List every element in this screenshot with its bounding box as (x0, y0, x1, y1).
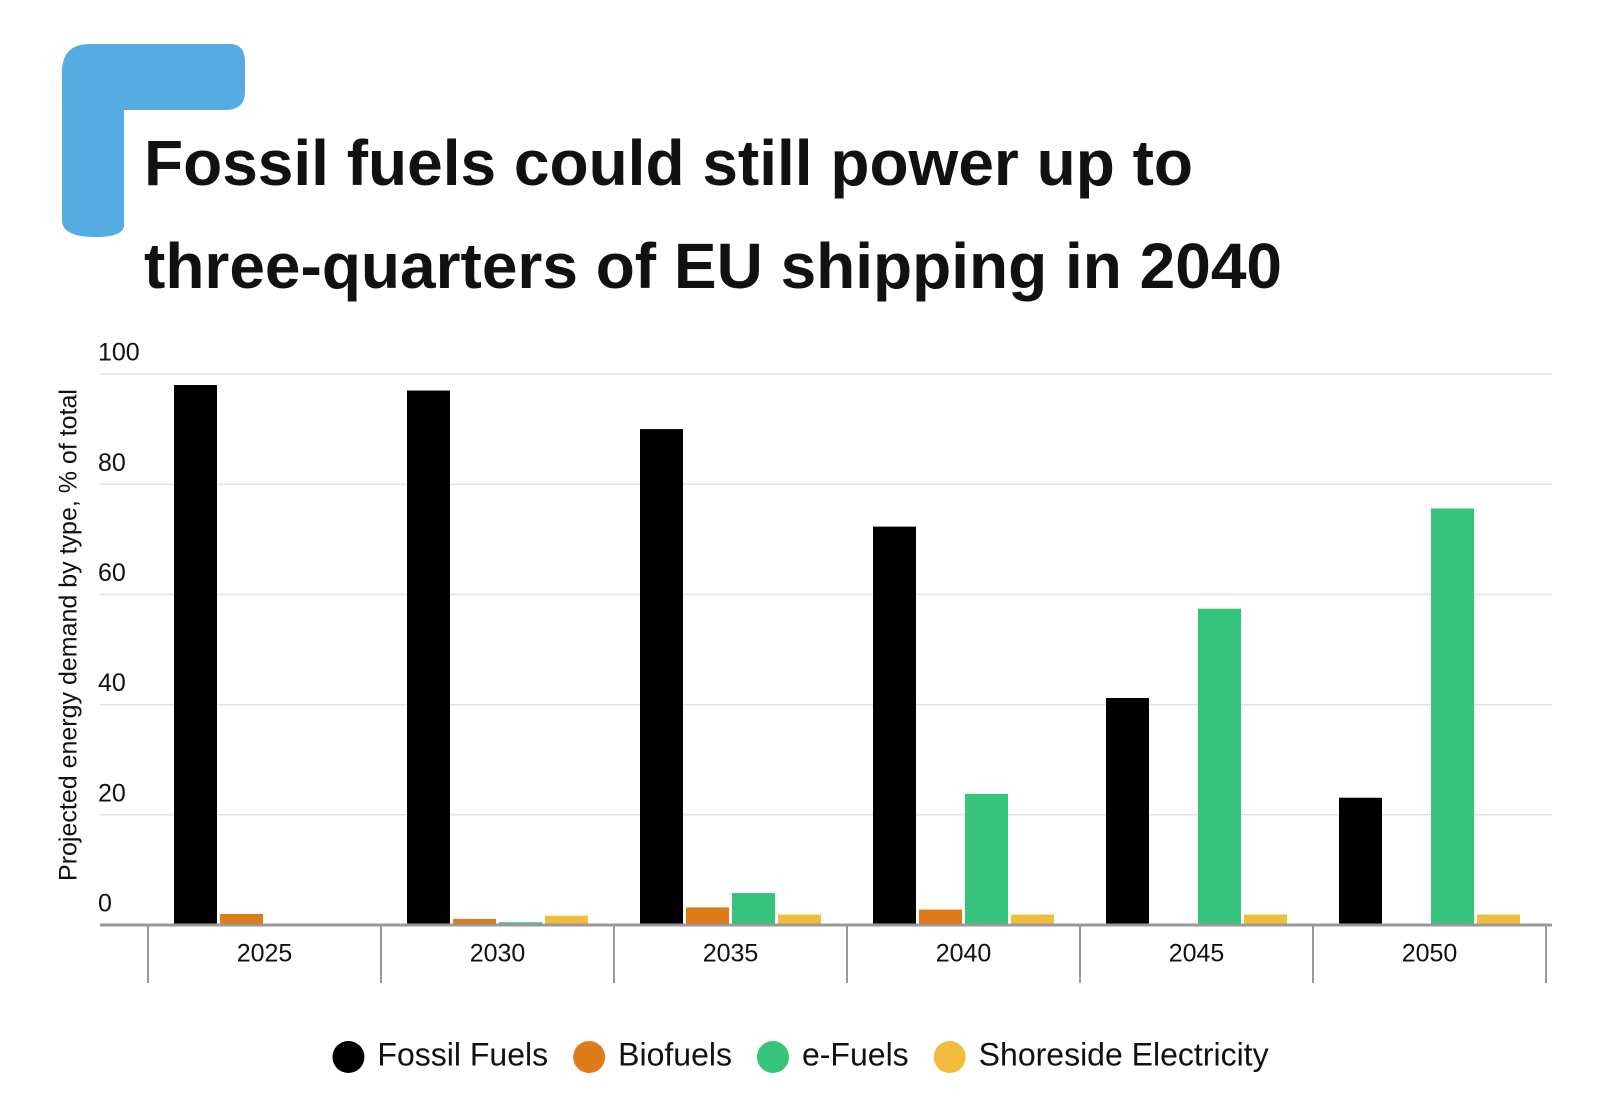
bar (686, 907, 729, 925)
bar (174, 385, 217, 925)
x-tick-label: 2045 (1169, 940, 1225, 968)
legend-label: Fossil Fuels (377, 1036, 548, 1072)
bar (732, 893, 775, 925)
bar (545, 915, 588, 925)
bar (220, 913, 263, 925)
x-tick-label: 2035 (703, 940, 759, 968)
x-tick-label: 2030 (470, 940, 526, 968)
bar (407, 390, 450, 925)
chart-title: three-quarters of EU shipping in 2040 (144, 230, 1282, 302)
chart-title: Fossil fuels could still power up to (144, 127, 1193, 199)
y-tick-label: 40 (98, 669, 126, 697)
y-tick-label: 80 (98, 449, 126, 477)
bar (778, 914, 821, 925)
y-tick-label: 20 (98, 779, 126, 807)
y-axis-label: Projected energy demand by type, % of to… (55, 389, 83, 881)
legend-swatch (332, 1041, 365, 1073)
legend-label: Shoreside Electricity (979, 1036, 1269, 1072)
bar (1244, 914, 1287, 925)
bar (1011, 914, 1054, 925)
decoration (62, 44, 245, 237)
legend-label: e-Fuels (802, 1036, 909, 1072)
bar (873, 526, 916, 925)
bar (453, 918, 496, 925)
legend-swatch (573, 1041, 606, 1073)
legend-swatch (756, 1041, 789, 1073)
bar (1339, 797, 1382, 925)
x-tick-label: 2050 (1402, 940, 1458, 968)
bar (1106, 697, 1149, 925)
bar (965, 793, 1008, 925)
x-tick-label: 2040 (936, 940, 992, 968)
bar (1431, 508, 1474, 925)
y-tick-label: 60 (98, 559, 126, 587)
x-tick-label: 2025 (237, 940, 293, 968)
y-tick-label: 0 (98, 890, 112, 918)
y-tick-label: 100 (98, 339, 140, 367)
legend-label: Biofuels (618, 1036, 732, 1072)
bar (919, 909, 962, 925)
bar (1477, 914, 1520, 925)
bar (640, 429, 683, 925)
bar (1198, 608, 1241, 925)
legend-swatch (933, 1041, 966, 1073)
